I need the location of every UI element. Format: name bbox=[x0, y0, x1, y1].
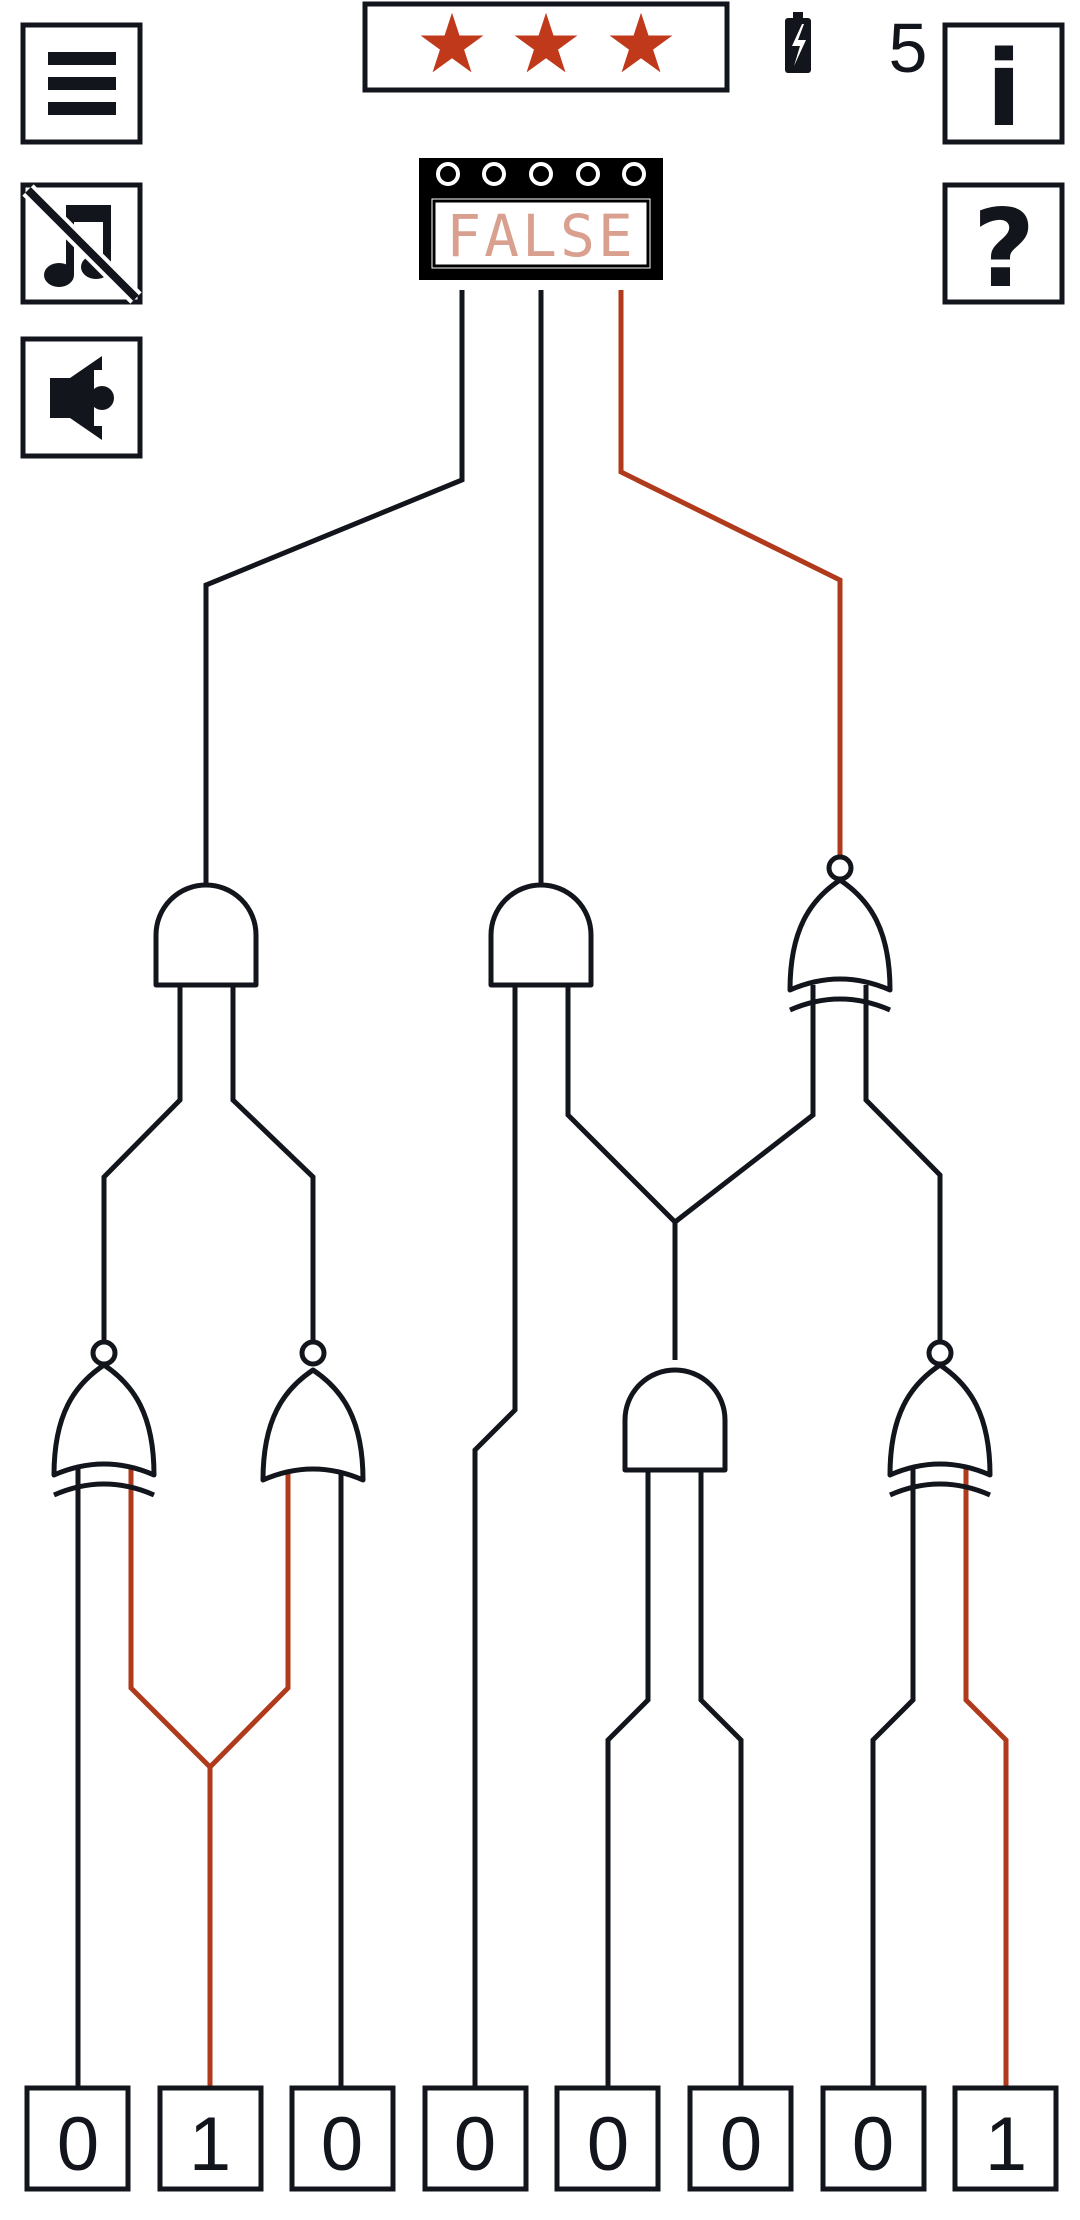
gate-xnor-bottom-2[interactable] bbox=[260, 1339, 366, 1483]
wire-b-left bbox=[472, 985, 518, 2088]
input-switch-4[interactable]: 0 bbox=[422, 2085, 529, 2192]
star-3-icon: ★ bbox=[604, 0, 678, 92]
help-icon: ? bbox=[973, 187, 1036, 312]
hamburger-menu-icon bbox=[48, 52, 116, 115]
gate-xnor-top-right[interactable] bbox=[787, 854, 893, 1013]
gate-and-bottom-3[interactable] bbox=[622, 1367, 728, 1473]
wire-c-right bbox=[863, 985, 943, 1348]
wire-f-right bbox=[698, 1465, 744, 2088]
star-rating: ★ ★ ★ bbox=[362, 0, 730, 93]
input-switch-2-value: 1 bbox=[189, 2102, 231, 2187]
speaker-icon bbox=[50, 356, 118, 440]
wire-g-left bbox=[870, 1465, 916, 2088]
input-switch-8-value: 1 bbox=[985, 2102, 1027, 2187]
wire-e-left bbox=[207, 1465, 291, 2088]
output-value-text: FALSE bbox=[446, 202, 636, 270]
info-icon: i bbox=[986, 28, 1022, 150]
input-switch-8[interactable]: 1 bbox=[952, 2085, 1059, 2192]
input-switch-6-value: 0 bbox=[720, 2102, 762, 2187]
wires bbox=[75, 290, 1009, 2088]
wire-output-left bbox=[203, 290, 465, 885]
battery-count: 5 bbox=[889, 9, 928, 87]
wire-f-left bbox=[605, 1465, 651, 2088]
input-switches: 0 1 0 0 0 0 0 1 bbox=[24, 2085, 1059, 2192]
gate-and-top-left[interactable] bbox=[153, 882, 259, 988]
input-switch-2[interactable]: 1 bbox=[157, 2085, 264, 2192]
help-button[interactable]: ? bbox=[942, 182, 1065, 312]
output-display: FALSE bbox=[419, 158, 663, 280]
wire-a-right bbox=[230, 985, 316, 1348]
input-switch-6[interactable]: 0 bbox=[687, 2085, 794, 2192]
input-switch-1[interactable]: 0 bbox=[24, 2085, 131, 2192]
output-indicator-lights bbox=[436, 162, 646, 186]
input-switch-5-value: 0 bbox=[587, 2102, 629, 2187]
logic-gates bbox=[51, 854, 993, 1498]
input-switch-5[interactable]: 0 bbox=[554, 2085, 661, 2192]
input-switch-3[interactable]: 0 bbox=[289, 2085, 396, 2192]
sound-toggle-button[interactable] bbox=[20, 336, 143, 459]
battery-icon bbox=[785, 12, 811, 73]
gate-and-top-middle[interactable] bbox=[488, 882, 594, 988]
music-toggle-button[interactable] bbox=[20, 182, 143, 305]
wire-output-right bbox=[618, 290, 843, 860]
star-2-icon: ★ bbox=[509, 0, 583, 92]
wire-d-right bbox=[128, 1465, 212, 1769]
input-switch-4-value: 0 bbox=[454, 2102, 496, 2187]
gate-xnor-bottom-4[interactable] bbox=[887, 1339, 993, 1498]
wire-g-right bbox=[963, 1465, 1009, 2088]
wire-b-right bbox=[565, 985, 678, 1360]
menu-button[interactable] bbox=[20, 22, 143, 145]
wire-a-left bbox=[101, 985, 183, 1348]
input-switch-1-value: 0 bbox=[57, 2102, 99, 2187]
star-1-icon: ★ bbox=[415, 0, 489, 92]
input-switch-7-value: 0 bbox=[852, 2102, 894, 2187]
wire-c-left bbox=[673, 985, 816, 1224]
music-muted-icon bbox=[22, 184, 142, 304]
input-switch-3-value: 0 bbox=[321, 2102, 363, 2187]
info-button[interactable]: i bbox=[942, 22, 1065, 150]
input-switch-7[interactable]: 0 bbox=[820, 2085, 927, 2192]
gate-xnor-bottom-1[interactable] bbox=[51, 1339, 157, 1498]
